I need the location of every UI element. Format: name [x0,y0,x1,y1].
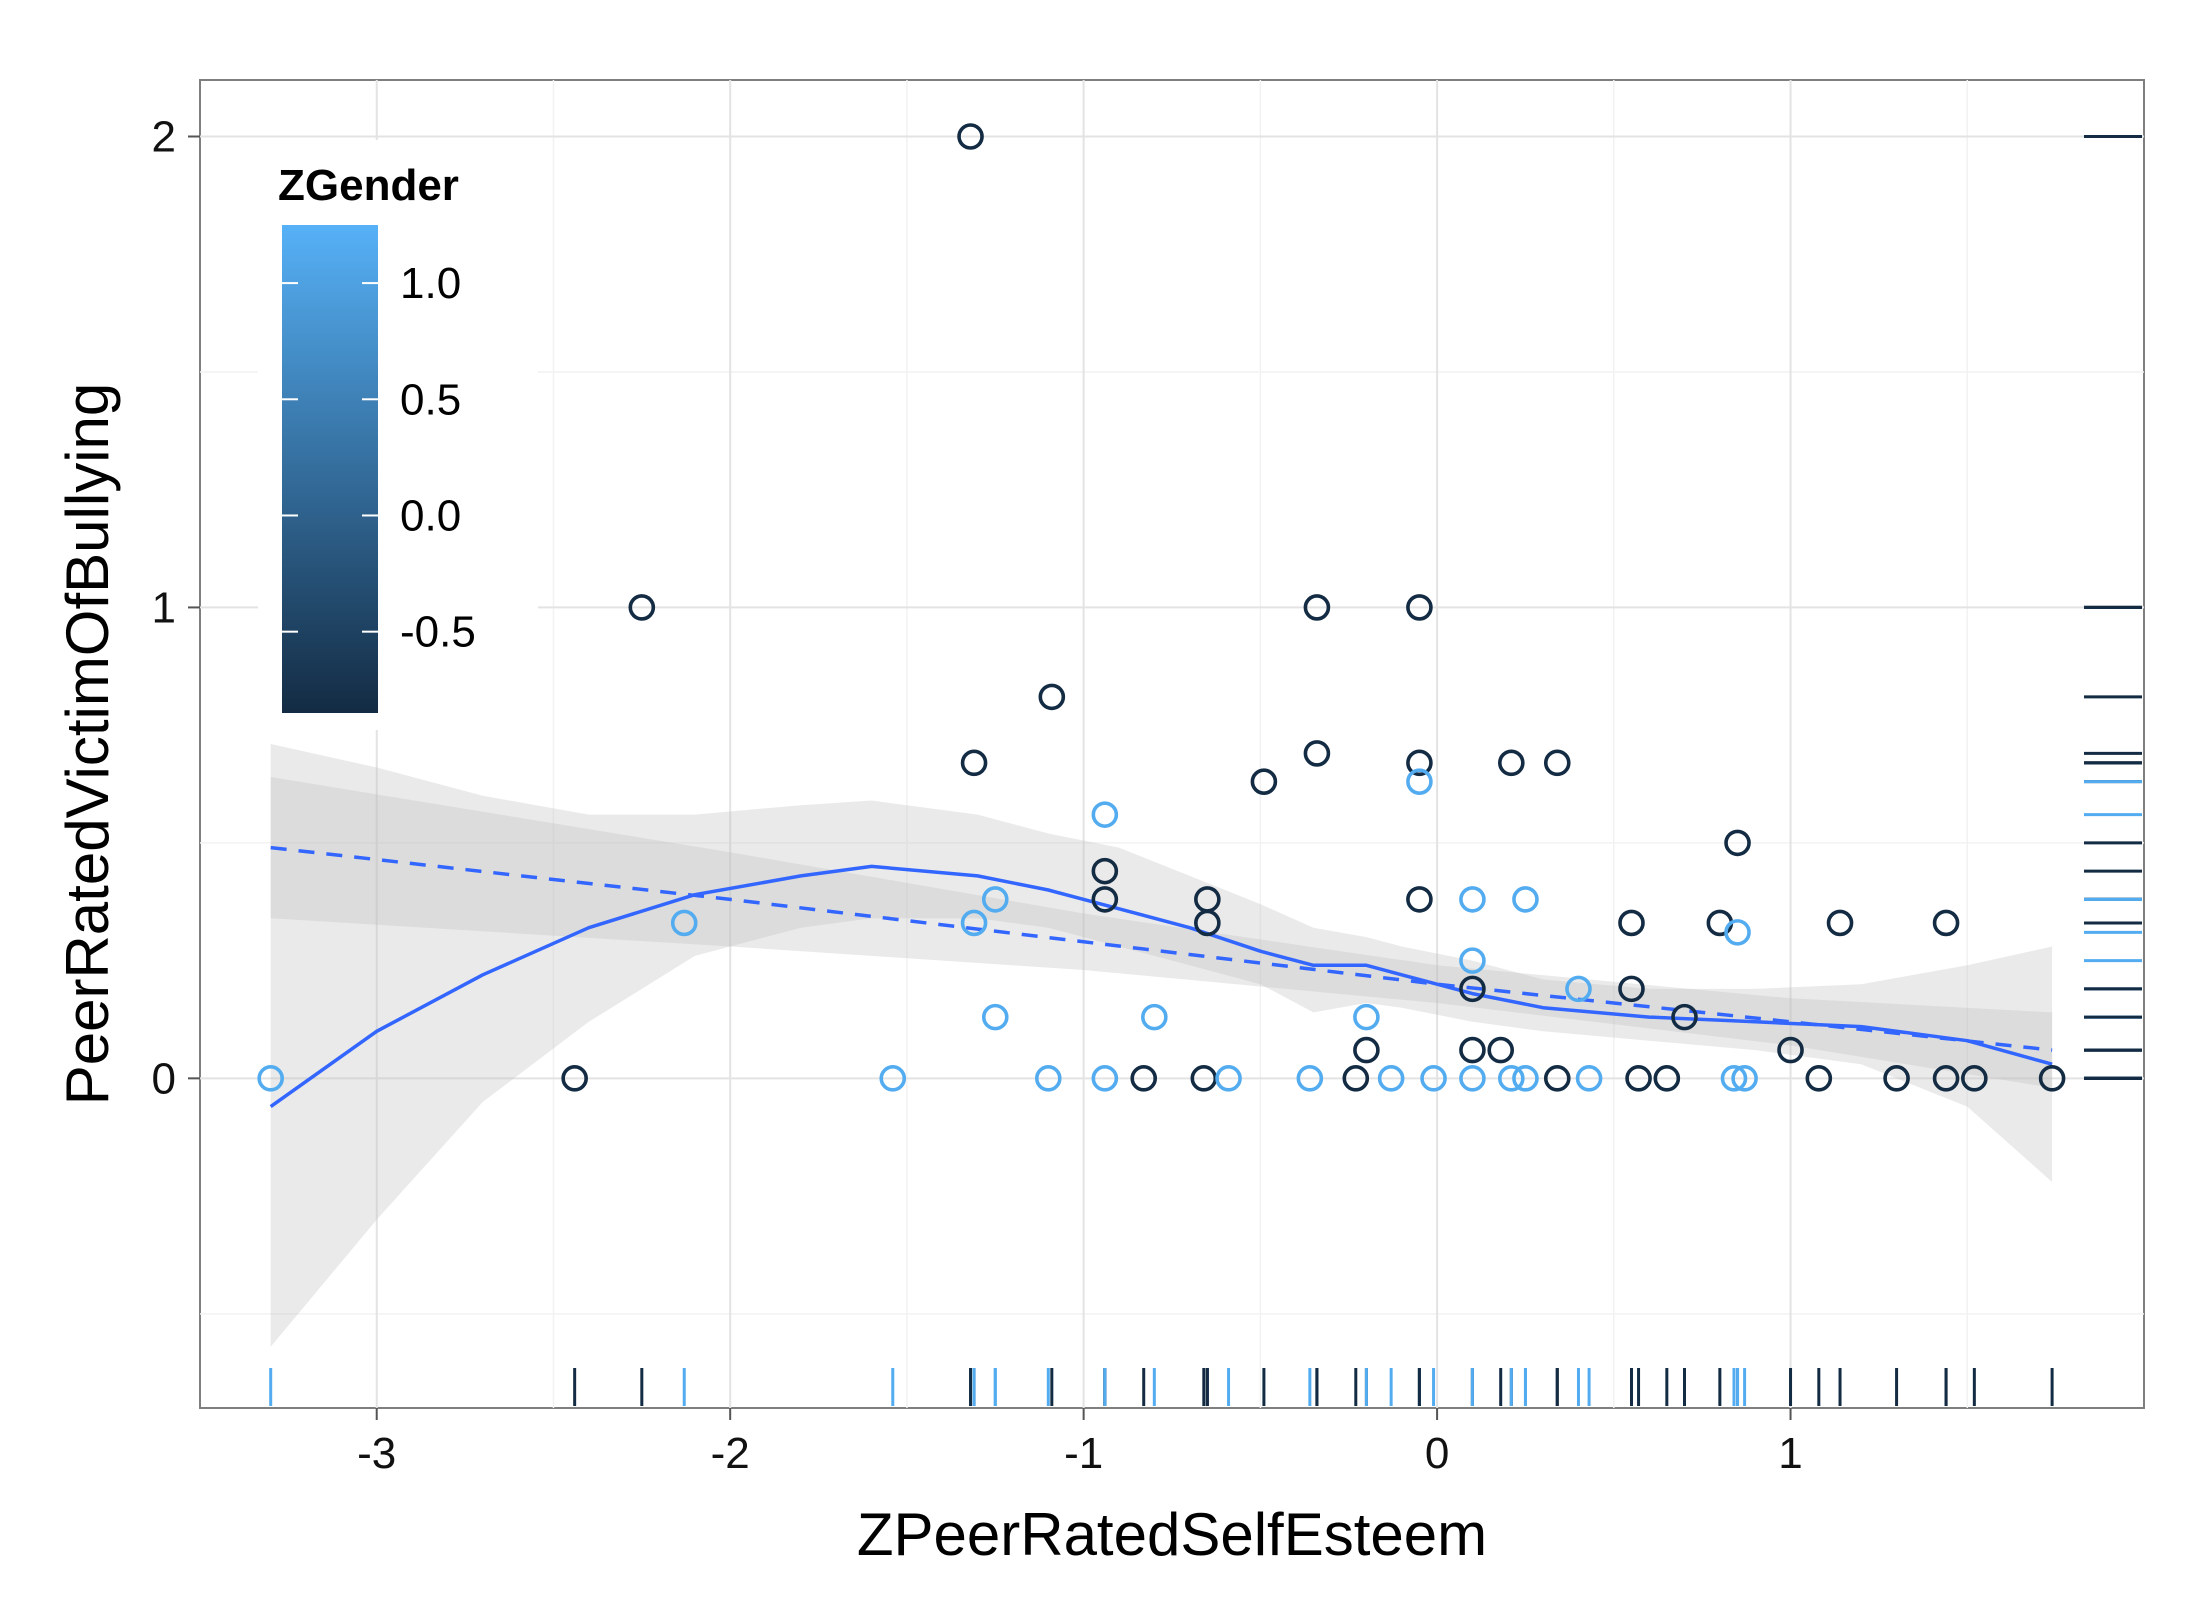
data-point [1459,975,1486,1003]
data-point [1459,886,1486,913]
data-point [1575,1065,1603,1092]
legend: ZGender 1.0 0.5 0.0 -0.5 [258,140,538,730]
data-point [1406,594,1433,621]
data-point [960,749,988,777]
data-point [981,886,1009,913]
data-point [1883,1065,1910,1092]
data-point [1498,1065,1525,1092]
data-point [1487,1036,1515,1064]
rug-bottom [269,1368,2054,1406]
data-point [1653,1065,1681,1092]
data-point [561,1065,588,1092]
y-tick-label: 2 [152,113,176,162]
data-point [1724,919,1751,946]
legend-title: ZGender [278,161,459,210]
colorbar-label: 0.0 [400,491,461,540]
data-point [1671,1003,1698,1031]
loess-confidence-band [270,744,2053,1347]
x-tick-label: 0 [1425,1429,1449,1478]
rug-right [2084,135,2142,1080]
data-point [1406,749,1433,777]
y-tick-label: 1 [152,583,176,632]
data-point [1091,886,1119,913]
x-tick-label: 1 [1778,1429,1802,1478]
data-point [2038,1065,2066,1092]
y-tick-label: 0 [152,1054,176,1103]
colorbar-ticks: 1.0 0.5 0.0 -0.5 [282,259,476,657]
data-point [1342,1065,1370,1092]
data-point [1215,1065,1242,1092]
data-point [1618,975,1645,1003]
y-axis-title: PeerRatedVictimOfBullying [54,383,121,1106]
data-point [1512,1065,1539,1092]
data-point [1250,768,1278,795]
data-point [1543,749,1571,777]
data-point [1130,1065,1158,1092]
data-points [257,123,2066,1092]
data-point [1296,1065,1324,1092]
linear-confidence-band [270,777,2053,1088]
colorbar-label: -0.5 [400,608,476,657]
data-point [1303,740,1331,767]
data-point [1091,1065,1119,1092]
data-point [1194,909,1221,937]
linear-fit-line [270,845,2053,1052]
data-point [1459,947,1486,974]
grid-minor [200,80,2144,1408]
data-point [1091,857,1119,885]
x-axis-title: ZPeerRatedSelfEsteem [857,1501,1487,1568]
y-axis: 0 1 2 [152,113,200,1103]
x-tick-label: -3 [357,1429,396,1478]
data-point [670,909,698,937]
data-point [1932,909,1960,937]
loess-fit-line [269,864,2053,1109]
data-point [1961,1065,1988,1092]
data-point [1038,683,1066,711]
data-point [1377,1065,1405,1092]
data-point [879,1065,907,1092]
fit-lines [269,845,2053,1109]
data-point [1724,829,1751,857]
data-point [1565,975,1592,1003]
data-point [1618,909,1645,937]
data-point [1805,1065,1833,1092]
data-point [1543,1065,1571,1092]
data-point [1141,1003,1168,1031]
colorbar [282,225,378,713]
confidence-bands [270,744,2053,1347]
data-point [1498,749,1525,777]
data-point [1303,594,1331,621]
data-point [1826,909,1854,937]
data-point [1459,1036,1486,1064]
x-tick-label: -2 [711,1429,750,1478]
data-point [1091,801,1119,828]
data-point [1406,768,1433,795]
data-point [1459,1065,1486,1092]
data-point [957,123,984,150]
data-point [1777,1036,1804,1064]
x-tick-label: -1 [1064,1429,1103,1478]
x-axis: -3 -2 -1 0 1 [357,1408,1803,1478]
data-point [1932,1065,1960,1092]
colorbar-label: 0.5 [400,375,461,424]
data-point [1034,1065,1062,1092]
data-point [1353,1003,1380,1031]
data-point [960,909,988,937]
data-point [1625,1065,1652,1092]
data-point [628,594,656,621]
data-point [981,1003,1009,1031]
data-point [1512,886,1539,913]
data-point [257,1065,284,1092]
data-point [1406,886,1433,913]
data-point [1720,1065,1748,1092]
data-point [1731,1065,1758,1092]
data-point [1353,1036,1380,1064]
data-point [1420,1065,1447,1092]
colorbar-label: 1.0 [400,259,461,308]
